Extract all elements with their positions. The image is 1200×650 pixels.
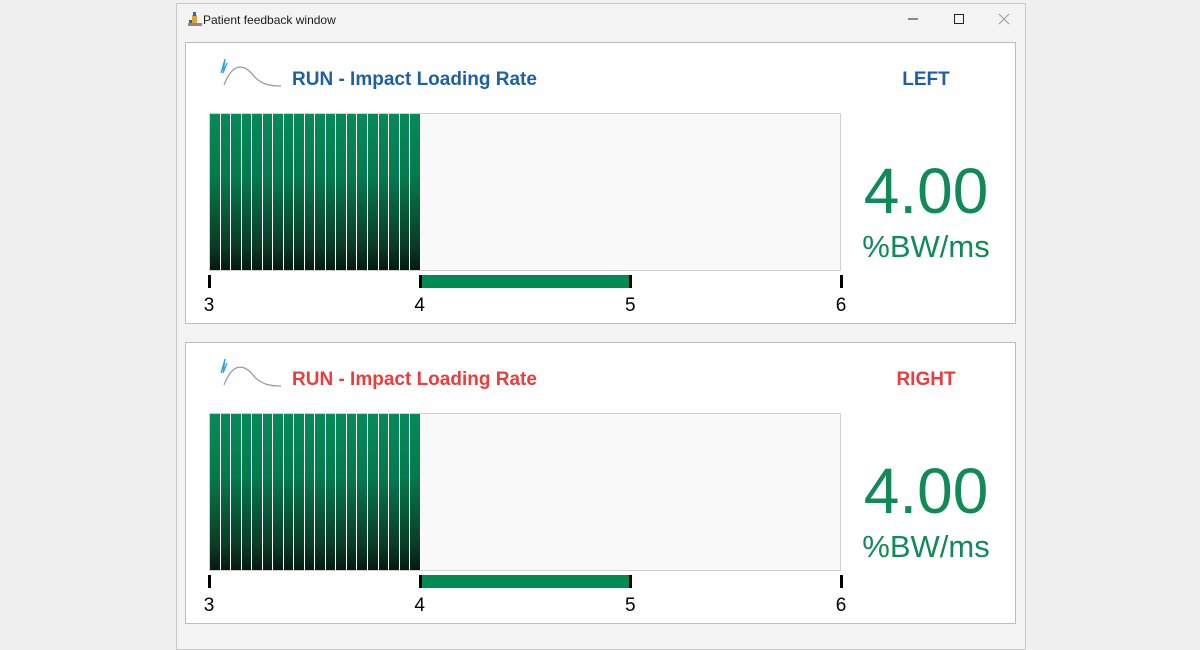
metric-value: 4.00 — [863, 155, 989, 227]
gauge-segment — [336, 114, 347, 270]
gauge-fill — [210, 414, 421, 570]
gauge-segment — [346, 114, 358, 270]
target-range-bar — [419, 575, 631, 588]
scale-tick — [840, 575, 843, 588]
side-label: LEFT — [902, 69, 950, 90]
gauge-segment — [410, 114, 421, 270]
scale-tick — [840, 275, 843, 288]
gauge-segment — [273, 414, 284, 570]
gauge-segment — [210, 414, 221, 570]
scale-tick-label: 4 — [414, 595, 425, 616]
target-range-bar — [419, 275, 631, 288]
gauge-segment — [210, 114, 221, 270]
gauge-scale: 3 4 5 6 — [204, 575, 846, 625]
scale-tick — [418, 575, 422, 588]
scale-tick-label: 3 — [203, 595, 215, 616]
gauge-segment — [304, 414, 316, 570]
gauge-segment — [399, 414, 411, 570]
gauge-segment — [241, 114, 253, 270]
gauge-segment — [231, 114, 242, 270]
gauge-segment — [273, 114, 284, 270]
gauge-segment — [220, 114, 232, 270]
gauge-segment — [294, 414, 305, 570]
gauge-segment — [368, 114, 379, 270]
scale-tick-label: 5 — [625, 295, 636, 316]
gauge-segment — [262, 114, 274, 270]
metric-title: RUN - Impact Loading Rate — [292, 69, 537, 90]
scale-tick — [208, 275, 211, 288]
metric-title: RUN - Impact Loading Rate — [292, 369, 537, 390]
gauge-segment — [389, 114, 400, 270]
gauge-track — [209, 113, 841, 271]
title-bar[interactable]: Patient feedback window — [177, 4, 1025, 34]
window-title: Patient feedback window — [203, 13, 336, 27]
gauge-segment — [252, 114, 263, 270]
gauge-segment — [304, 114, 316, 270]
gauge-segment — [283, 114, 295, 270]
gauge-segment — [231, 414, 242, 570]
close-button[interactable] — [982, 4, 1026, 34]
gauge-segment — [325, 114, 337, 270]
scale-tick — [629, 275, 633, 288]
minimize-button[interactable] — [891, 4, 935, 34]
gauge-scale: 3 4 5 6 — [204, 275, 846, 325]
scale-tick — [418, 275, 422, 288]
gauge-segment — [389, 414, 400, 570]
app-icon — [188, 12, 202, 26]
gauge-segment — [283, 414, 295, 570]
minimize-icon — [908, 18, 918, 20]
gauge-segment — [220, 414, 232, 570]
gauge-segment — [410, 414, 421, 570]
scale-tick-label: 3 — [203, 295, 215, 316]
scale-tick — [208, 575, 211, 588]
maximize-icon — [954, 14, 964, 24]
gauge-segment — [252, 414, 263, 570]
feedback-panel-left: RUN - Impact Loading Rate LEFT 3 4 5 6 4… — [185, 42, 1016, 324]
loading-rate-curve-icon — [220, 58, 282, 87]
metric-unit: %BW/ms — [862, 529, 990, 564]
scale-tick-label: 6 — [835, 595, 847, 616]
gauge-segment — [368, 414, 379, 570]
maximize-button[interactable] — [937, 4, 981, 34]
gauge-segment — [346, 414, 358, 570]
gauge-segment — [378, 414, 390, 570]
scale-tick — [629, 575, 633, 588]
feedback-panel-right: RUN - Impact Loading Rate RIGHT 3 4 5 6 … — [185, 342, 1016, 624]
gauge-track — [209, 413, 841, 571]
loading-rate-curve-icon — [220, 358, 282, 387]
gauge-segment — [357, 414, 368, 570]
gauge-segment — [399, 114, 411, 270]
scale-tick-label: 4 — [414, 295, 425, 316]
metric-unit: %BW/ms — [862, 229, 990, 264]
gauge-segment — [315, 114, 326, 270]
side-label: RIGHT — [896, 369, 956, 390]
gauge-segment — [262, 414, 274, 570]
scale-tick-label: 6 — [835, 295, 847, 316]
patient-feedback-window: Patient feedback window RUN - Impact Loa… — [176, 3, 1026, 650]
gauge-segment — [315, 414, 326, 570]
gauge-segment — [336, 414, 347, 570]
gauge-fill — [210, 114, 421, 270]
metric-value: 4.00 — [863, 455, 989, 527]
gauge-segment — [241, 414, 253, 570]
scale-tick-label: 5 — [625, 595, 636, 616]
gauge-segment — [294, 114, 305, 270]
gauge-segment — [378, 114, 390, 270]
close-icon — [998, 13, 1010, 25]
gauge-segment — [357, 114, 368, 270]
gauge-segment — [325, 414, 337, 570]
